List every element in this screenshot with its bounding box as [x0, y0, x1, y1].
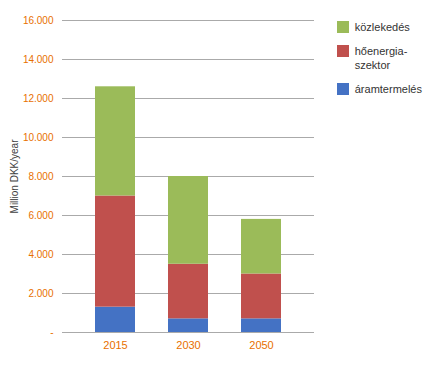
svg-text:10.000: 10.000 [23, 132, 54, 143]
svg-text:2015: 2015 [103, 339, 127, 351]
svg-text:12.000: 12.000 [23, 93, 54, 104]
html-text:áramtermelés: áramtermelés [354, 83, 422, 95]
svg-text:6.000: 6.000 [28, 210, 53, 221]
svg-text:-: - [50, 327, 53, 338]
svg-text:2.000: 2.000 [28, 288, 53, 299]
svg-text:14.000: 14.000 [23, 54, 54, 65]
svg-text:2030: 2030 [176, 339, 200, 351]
svg-text:4.000: 4.000 [28, 249, 53, 260]
svg-text:16.000: 16.000 [23, 15, 54, 26]
svg-text:2050: 2050 [249, 339, 273, 351]
svg-text:8.000: 8.000 [28, 171, 53, 182]
svg-text:Million DKK/year: Million DKK/year [9, 139, 20, 214]
html-text:közlekedés: közlekedés [354, 21, 410, 33]
html-text:hőenergia- szektor: hőenergia- szektor [354, 45, 408, 71]
